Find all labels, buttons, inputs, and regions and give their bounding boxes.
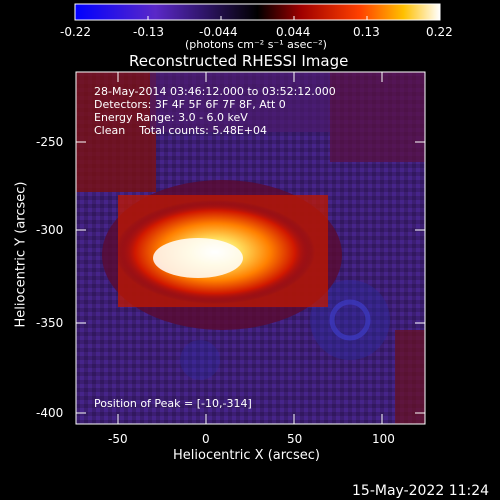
chart-title: Reconstructed RHESSI Image: [129, 52, 349, 70]
colorbar-tick-label: 0.13: [353, 25, 380, 39]
y-tick-label: -250: [36, 135, 64, 149]
y-tick-label: -350: [36, 316, 64, 330]
y-axis-ticks: [76, 141, 425, 414]
y-axis-label: Heliocentric Y (arcsec): [13, 181, 29, 328]
y-tick-label: -400: [36, 406, 64, 420]
info-counts: Clean Total counts: 5.48E+04: [94, 124, 268, 137]
plot-frame: [75, 71, 426, 425]
colorbar-ticks: [74, 16, 441, 20]
x-axis-ticks: [117, 72, 383, 424]
colorbar-tick-label: -0.044: [199, 25, 238, 39]
info-detectors: Detectors: 3F 4F 5F 6F 7F 8F, Att 0: [94, 98, 286, 111]
info-time-range: 28-May-2014 03:46:12.000 to 03:52:12.000: [94, 85, 336, 98]
x-tick-label: -50: [108, 432, 128, 446]
colorbar-tick-label: 0.044: [276, 25, 311, 39]
colorbar-tick-label: -0.13: [133, 25, 165, 39]
x-tick-label: 0: [202, 432, 210, 446]
colorbar-tick-label: -0.22: [60, 25, 92, 39]
x-tick-label: 100: [372, 432, 395, 446]
colorbar: [74, 3, 441, 21]
y-tick-label: -300: [36, 223, 64, 237]
x-axis-label: Heliocentric X (arcsec): [173, 448, 320, 463]
peak-position: Position of Peak = [-10,-314]: [94, 397, 252, 410]
footer-timestamp: 15-May-2022 11:24: [352, 483, 490, 499]
colorbar-tick-label: 0.22: [426, 25, 453, 39]
colorbar-units: (photons cm⁻² s⁻¹ asec⁻²): [185, 38, 327, 51]
x-tick-label: 50: [287, 432, 303, 446]
heatmap-image: [76, 72, 425, 424]
info-energy-range: Energy Range: 3.0 - 6.0 keV: [94, 111, 248, 124]
